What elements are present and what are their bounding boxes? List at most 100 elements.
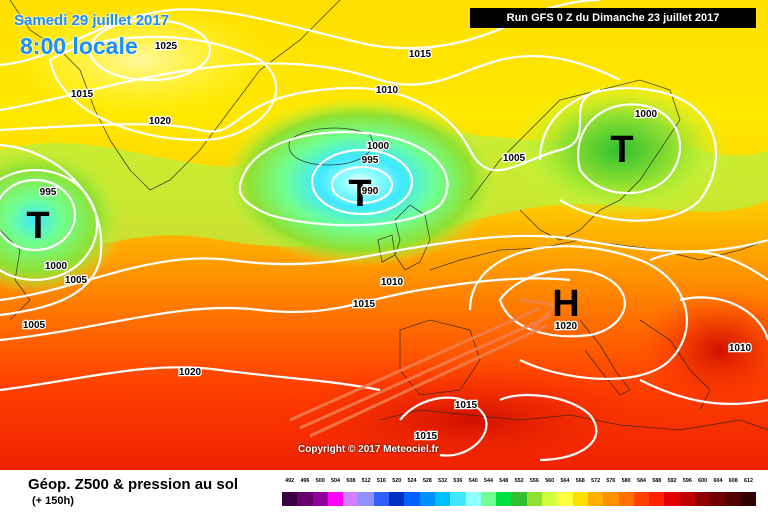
legend-value: 604 (713, 478, 723, 484)
legend-value: 580 (621, 478, 631, 484)
legend-swatch (297, 492, 313, 506)
legend-value: 592 (667, 478, 677, 484)
iberia-coast (399, 319, 481, 396)
greenland-high-area (10, 5, 270, 115)
legend-swatch (572, 492, 588, 506)
legend-value: 516 (376, 478, 386, 484)
east-hot-area (640, 290, 768, 410)
isobar-1010 (0, 54, 621, 112)
isobar-label: 1015 (409, 49, 432, 60)
isobar-label: 1015 (71, 89, 94, 100)
legend-swatch (419, 492, 435, 506)
footer-bar: Géop. Z500 & pression au sol (+ 150h) 49… (0, 470, 768, 512)
isobar-1005-west (0, 143, 103, 317)
legend-value: 612 (744, 478, 754, 484)
west-low-area (0, 145, 125, 295)
isobar-label: 1010 (729, 343, 752, 354)
isobar-1020-south (0, 366, 381, 392)
legend-value: 492 (285, 478, 295, 484)
isobar-labels: 1025 1015 1010 1020 1015 1000 995 990 10… (22, 40, 753, 444)
isobar-1020-east (639, 379, 768, 406)
low-symbol-west: T (26, 205, 49, 247)
forecast-date: Samedi 29 juillet 2017 (14, 12, 170, 29)
iceland-coast (288, 127, 373, 166)
isobar-label: 1020 (179, 367, 202, 378)
product-title: Géop. Z500 & pression au sol (28, 476, 239, 493)
low-symbol-iceland: T (348, 173, 371, 215)
legend-value: 596 (682, 478, 692, 484)
balkans-coast (639, 319, 711, 411)
heat-flow-arrows (289, 298, 559, 438)
legend-swatch (389, 492, 405, 506)
isobar-1025 (88, 18, 212, 82)
legend-swatch (557, 492, 573, 506)
legend-value: 568 (575, 478, 585, 484)
legend-swatch (282, 492, 298, 506)
scandinavia-low-area (510, 80, 730, 220)
isobar-1000-scand (577, 103, 682, 195)
legend-swatch (511, 492, 527, 506)
isobar-label: 1010 (381, 277, 404, 288)
isobar-995 (310, 148, 414, 216)
isobar-label: 1005 (503, 153, 526, 164)
legend-swatch (679, 492, 696, 506)
legend-labels: 492 496 500 504 508 512 516 520 524 528 532 536 540 5… (282, 478, 756, 490)
isobar-1020-greenland (48, 35, 278, 142)
legend-swatch (450, 492, 466, 506)
scandinavia-coast (469, 79, 681, 241)
legend-value: 540 (468, 478, 478, 484)
legend-value: 548 (499, 478, 509, 484)
legend-value: 576 (606, 478, 616, 484)
isobar-1000-iceland (238, 130, 449, 227)
legend-swatch (618, 492, 634, 506)
isobar-label: 1015 (455, 400, 478, 411)
legend-value: 536 (453, 478, 463, 484)
legend-swatch (526, 492, 543, 506)
legend-swatch (434, 492, 451, 506)
isobar-990 (330, 165, 394, 205)
legend-swatch (664, 492, 680, 506)
legend-swatch (343, 492, 359, 506)
isobar-995-west (0, 178, 77, 252)
legend-swatch (695, 492, 711, 506)
isobar-label: 1025 (155, 41, 178, 52)
legend-value: 572 (591, 478, 601, 484)
high-symbol-alps: H (552, 283, 579, 325)
legend-swatch (465, 492, 481, 506)
legend-swatch (496, 492, 512, 506)
isobar-1010-mid (0, 234, 768, 302)
british-isles (394, 204, 431, 271)
legend-swatch (327, 492, 344, 506)
legend-value: 512 (361, 478, 371, 484)
forecast-hour: (+ 150h) (32, 495, 74, 507)
legend-swatch (404, 492, 420, 506)
heat-arrow-2 (299, 314, 551, 430)
legend-value: 560 (545, 478, 555, 484)
greenland-coast (9, 0, 341, 191)
isobar-label: 1000 (635, 109, 658, 120)
legend-value: 564 (560, 478, 570, 484)
legend-value: 524 (407, 478, 417, 484)
legend-swatch (587, 492, 604, 506)
isobars (0, 0, 768, 460)
legend-value: 584 (636, 478, 646, 484)
isobar-label: 1010 (376, 85, 399, 96)
heat-arrow-1 (289, 306, 541, 422)
pressure-symbols: T T T H (26, 129, 633, 325)
isobar-label: 1000 (45, 261, 68, 272)
isobar-label: 995 (362, 155, 379, 166)
legend-swatch (542, 492, 558, 506)
heat-arrow-3 (309, 323, 549, 438)
legend-swatch (649, 492, 665, 506)
model-run-info: Run GFS 0 Z du Dimanche 23 juillet 2017 (470, 8, 756, 28)
legend-value: 600 (698, 478, 708, 484)
isobar-label: 1015 (353, 299, 376, 310)
legend-swatch (312, 492, 328, 506)
africa-coast (379, 409, 768, 431)
isobar-1015-east (649, 250, 768, 281)
legend-value: 500 (315, 478, 325, 484)
legend-value: 504 (331, 478, 341, 484)
legend-value: 508 (346, 478, 356, 484)
low-symbol-scandinavia: T (610, 129, 633, 171)
isobar-1005 (0, 86, 601, 172)
